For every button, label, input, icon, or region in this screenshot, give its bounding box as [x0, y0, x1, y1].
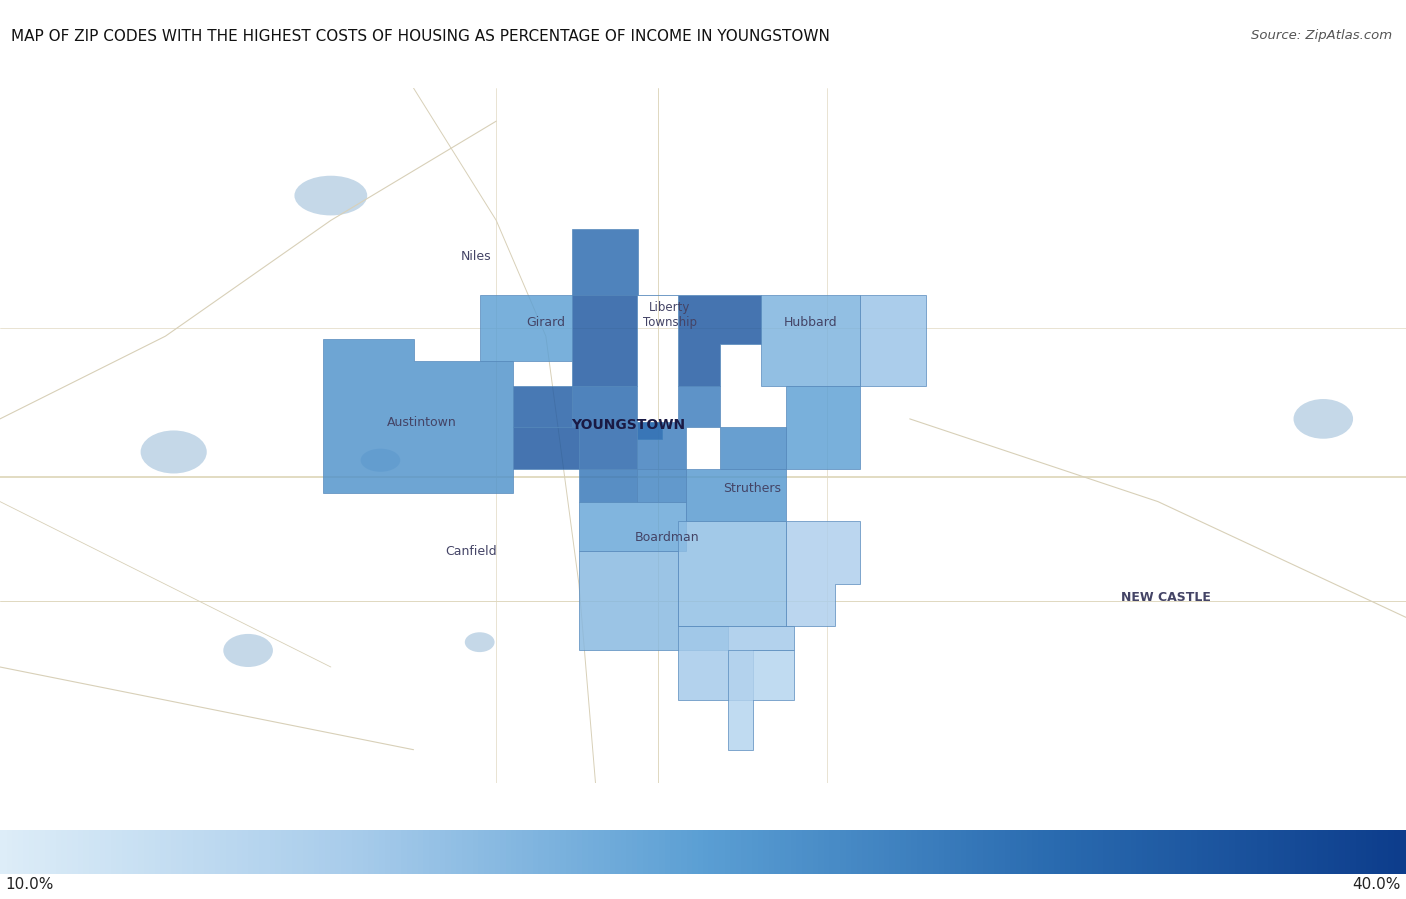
Polygon shape — [322, 340, 513, 494]
Polygon shape — [678, 626, 794, 700]
Text: Girard: Girard — [526, 316, 565, 329]
Polygon shape — [761, 295, 860, 386]
Ellipse shape — [224, 634, 273, 667]
Polygon shape — [786, 386, 860, 468]
Polygon shape — [686, 468, 786, 521]
Polygon shape — [728, 651, 794, 750]
Text: Hubbard: Hubbard — [783, 316, 838, 329]
Polygon shape — [579, 468, 637, 502]
Ellipse shape — [360, 449, 401, 472]
Polygon shape — [637, 468, 686, 502]
Polygon shape — [572, 386, 637, 427]
Polygon shape — [479, 295, 572, 361]
Text: Canfield: Canfield — [446, 545, 498, 557]
Polygon shape — [637, 423, 662, 439]
Ellipse shape — [1294, 399, 1353, 439]
Ellipse shape — [141, 431, 207, 474]
Text: YOUNGSTOWN: YOUNGSTOWN — [571, 419, 686, 432]
Text: Niles: Niles — [461, 250, 492, 263]
Polygon shape — [579, 502, 686, 551]
Polygon shape — [579, 427, 637, 468]
Polygon shape — [860, 295, 927, 386]
Polygon shape — [579, 551, 728, 651]
Ellipse shape — [465, 632, 495, 652]
Polygon shape — [720, 427, 786, 468]
Polygon shape — [786, 521, 860, 626]
Ellipse shape — [294, 175, 367, 216]
Polygon shape — [572, 295, 761, 386]
Text: Source: ZipAtlas.com: Source: ZipAtlas.com — [1251, 29, 1392, 41]
Text: Austintown: Austintown — [387, 415, 457, 429]
Polygon shape — [637, 386, 720, 468]
Text: Boardman: Boardman — [634, 531, 699, 545]
Text: 40.0%: 40.0% — [1353, 877, 1400, 893]
Text: 10.0%: 10.0% — [6, 877, 53, 893]
Text: Liberty
Township: Liberty Township — [643, 300, 697, 329]
Text: MAP OF ZIP CODES WITH THE HIGHEST COSTS OF HOUSING AS PERCENTAGE OF INCOME IN YO: MAP OF ZIP CODES WITH THE HIGHEST COSTS … — [11, 29, 830, 44]
Polygon shape — [572, 228, 638, 295]
Polygon shape — [513, 427, 579, 468]
Polygon shape — [513, 386, 572, 427]
Polygon shape — [678, 521, 786, 626]
Text: NEW CASTLE: NEW CASTLE — [1121, 591, 1211, 604]
Text: Struthers: Struthers — [724, 482, 782, 494]
